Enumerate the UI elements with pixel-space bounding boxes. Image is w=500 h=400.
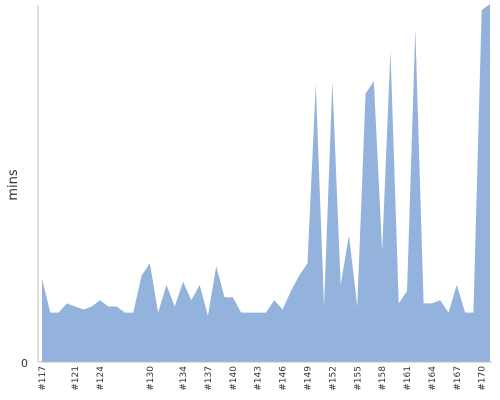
x-tick-label: #117 bbox=[38, 366, 48, 391]
x-tick-label: #121 bbox=[71, 366, 81, 391]
x-tick-labels: #117 #121 #124 #130 #134 #137 #140 #143 #146 #149… bbox=[38, 366, 488, 391]
x-tick-label: #155 bbox=[353, 366, 363, 391]
plot-area bbox=[42, 4, 490, 362]
x-tick-label: #161 bbox=[403, 366, 413, 391]
x-tick-label: #130 bbox=[146, 366, 156, 391]
y-axis-label: mins bbox=[6, 169, 21, 201]
x-tick-label: #158 bbox=[378, 366, 388, 391]
x-tick-label: #124 bbox=[96, 366, 106, 391]
x-tick-label: #146 bbox=[279, 366, 289, 391]
x-tick-label: #137 bbox=[204, 366, 214, 391]
x-tick-label: #164 bbox=[428, 366, 438, 391]
x-tick-label: #140 bbox=[229, 366, 239, 391]
x-tick-label: #134 bbox=[179, 366, 189, 391]
series-area-fill bbox=[42, 4, 490, 362]
y-tick-label: 0 bbox=[21, 357, 28, 370]
x-tick-label: #167 bbox=[453, 366, 463, 391]
x-tick-label: #170 bbox=[478, 366, 488, 391]
x-tick-label: #143 bbox=[254, 366, 264, 391]
x-tick-label: #152 bbox=[328, 366, 338, 391]
x-tick-label: #149 bbox=[304, 366, 314, 391]
